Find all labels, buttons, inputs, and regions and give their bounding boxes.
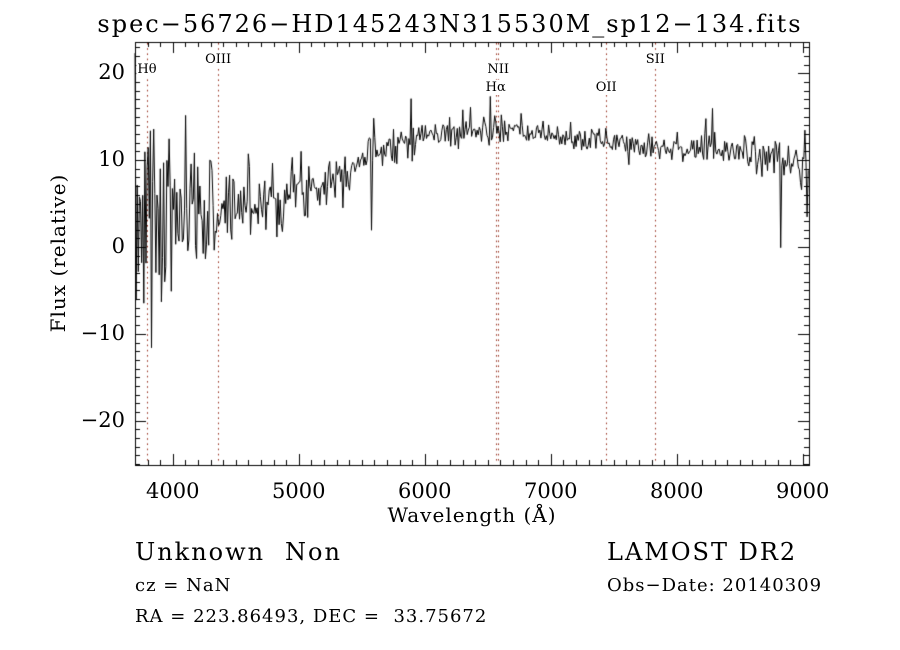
spectral-line-label: OII <box>594 80 618 95</box>
spectral-line-label: Hθ <box>136 62 158 77</box>
y-tick-label: −20 <box>80 407 125 432</box>
object-subclass-label: Non <box>285 538 342 566</box>
spectral-line-label: OIII <box>204 52 233 67</box>
y-tick-label: −10 <box>80 320 125 345</box>
y-tick-label: 10 <box>98 146 125 171</box>
x-axis-title: Wavelength (Å) <box>387 503 557 527</box>
y-tick-label: 0 <box>111 233 125 258</box>
obs-date-label: Obs−Date: 20140309 <box>607 575 823 596</box>
x-tick-label: 5000 <box>272 479 326 503</box>
x-tick-label: 9000 <box>775 479 830 503</box>
cz-value-label: cz = NaN <box>135 575 232 596</box>
survey-release-label: LAMOST DR2 <box>607 538 798 566</box>
spectral-line-label: Hα <box>484 80 507 95</box>
plot-title: spec−56726−HD145243N315530M_sp12−134.fit… <box>97 10 803 38</box>
ra-dec-label: RA = 223.86493, DEC = 33.75672 <box>135 606 488 627</box>
spectral-line-label: SII <box>644 52 666 67</box>
object-class-label: Unknown <box>135 538 266 566</box>
x-tick-label: 6000 <box>398 479 452 503</box>
y-tick-label: 20 <box>98 60 125 85</box>
x-tick-label: 7000 <box>524 479 578 503</box>
x-tick-label: 8000 <box>649 479 704 503</box>
x-tick-label: 4000 <box>146 479 200 503</box>
spectral-line-label: NII <box>486 62 511 77</box>
